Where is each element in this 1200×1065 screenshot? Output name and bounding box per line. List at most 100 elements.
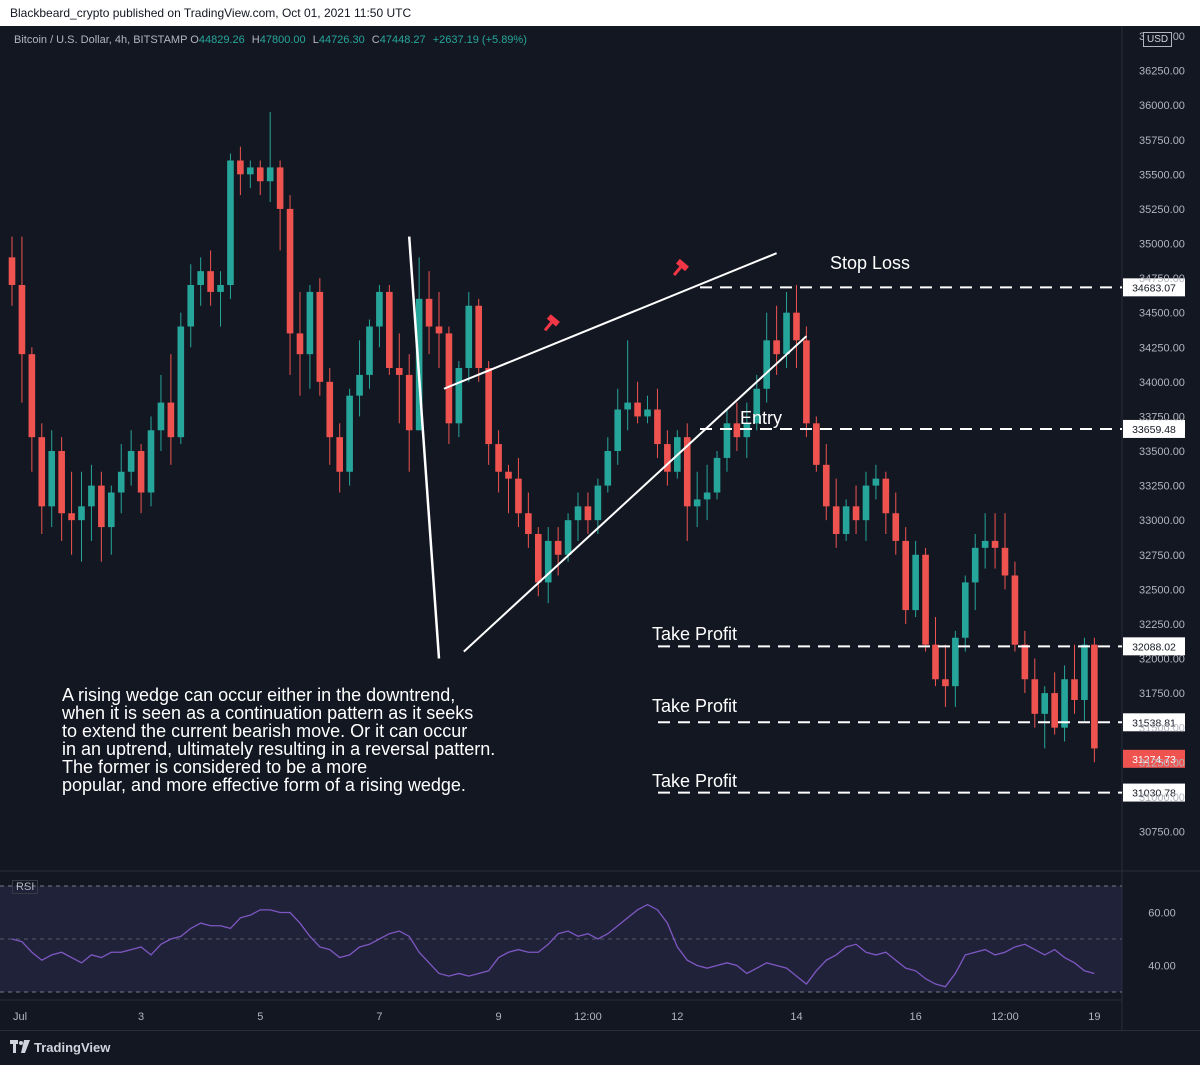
candle-body [644, 409, 651, 417]
candle-body [634, 402, 641, 417]
annotation-text: A rising wedge can occur either in the d… [62, 686, 622, 794]
publication-header: Blackbeard_crypto published on TradingVi… [0, 0, 1200, 26]
candle-body [654, 409, 661, 445]
drawings-group [407, 236, 808, 659]
candle-body [117, 471, 125, 493]
price-tick-label: 33500.00 [1139, 446, 1185, 458]
marker-handle [543, 321, 553, 332]
candle-body [207, 271, 214, 292]
candle-body [1011, 575, 1019, 645]
wedge-upper-line [443, 252, 777, 390]
price-tick-label: 31250.00 [1139, 757, 1185, 769]
stop-loss-label: Stop Loss [830, 253, 911, 273]
price-tick-label: 36250.00 [1139, 66, 1185, 78]
rejection-marker-icon [543, 314, 560, 332]
price-tick-label: 34500.00 [1139, 308, 1185, 320]
candle-body [971, 547, 979, 583]
candle-body [783, 312, 790, 355]
candle-body [147, 430, 155, 493]
candle-body [405, 374, 413, 431]
candle-body [495, 444, 502, 472]
candle-body [664, 444, 671, 472]
candle-body [584, 506, 592, 521]
candle-body [356, 374, 363, 396]
marker-head [675, 258, 689, 272]
price-tick-label: 31000.00 [1139, 792, 1185, 804]
candle-body [435, 326, 443, 334]
candle-body [961, 582, 969, 638]
candles-group [8, 112, 1098, 763]
price-tick-label: 35750.00 [1139, 135, 1185, 147]
candle-body [594, 485, 602, 521]
marker-head [546, 314, 560, 327]
high-key: H [251, 34, 260, 46]
price-tick-label: 33250.00 [1139, 481, 1185, 493]
candle-body [723, 423, 731, 458]
candle-body [803, 340, 810, 424]
candle-body [544, 540, 552, 583]
candle-body [862, 485, 870, 521]
candle-body [266, 167, 274, 182]
candle-body [892, 513, 900, 541]
tradingview-logo-icon[interactable] [10, 1040, 30, 1054]
price-axis[interactable]: 36500.0036250.0036000.0035750.0035500.00… [1139, 31, 1185, 838]
currency-badge[interactable]: USD [1143, 32, 1173, 47]
time-tick-label: 12:00 [991, 1011, 1019, 1023]
candle-body [991, 540, 999, 548]
price-tick-label: 32000.00 [1139, 654, 1185, 666]
candle-body [8, 257, 16, 285]
symbol-legend: Bitcoin / U.S. Dollar, 4h, BITSTAMP O448… [14, 34, 527, 46]
high-value: 47800.00 [259, 34, 306, 46]
take-profit-label-3: Take Profit [652, 771, 738, 791]
annotation-line: when it is seen as a continuation patter… [62, 703, 474, 723]
price-tick-label: 35250.00 [1139, 204, 1185, 216]
price-tick-label: 32750.00 [1139, 550, 1185, 562]
candle-body [753, 388, 761, 424]
candle-body [912, 554, 919, 611]
rsi-title[interactable]: RSI [12, 880, 39, 894]
footer-brand[interactable]: TradingView [34, 1040, 111, 1055]
take-profit-label-1: Take Profit [652, 624, 738, 644]
candle-body [237, 160, 244, 175]
candle-body [256, 167, 264, 182]
candle-body [842, 506, 850, 534]
close-key: C [371, 34, 380, 46]
rsi-axis: 60.00 40.00 [1148, 908, 1176, 973]
rsi-tick-label: 40.00 [1148, 961, 1176, 973]
candle-body [157, 402, 165, 431]
candle-body [763, 340, 770, 389]
levels-group: 34683.07 33659.48 32088.02 31538.81 31030.78… [658, 278, 1185, 802]
annotation-line: A rising wedge can occur either in the d… [62, 685, 456, 705]
candle-body [942, 679, 949, 687]
candle-body [1081, 644, 1088, 700]
candle-body [78, 506, 85, 521]
change-value: +2637.19 (+5.89%) [432, 34, 527, 46]
last-price-tag [1123, 749, 1185, 768]
candle-body [1031, 679, 1039, 714]
annotation-line: popular, and more effective form of a ri… [62, 775, 466, 795]
time-tick-label: 19 [1088, 1011, 1100, 1023]
candle-body [981, 540, 989, 548]
candle-body [515, 478, 522, 514]
candle-body [167, 402, 175, 438]
candle-body [48, 451, 56, 507]
open-value: 44829.26 [198, 34, 245, 46]
candle-body [346, 395, 353, 472]
time-axis[interactable]: Jul 3 5 7 9 12:00 12 14 16 12:00 19 [13, 1011, 1101, 1023]
price-tick-label: 31750.00 [1139, 688, 1185, 700]
candle-body [1061, 679, 1068, 728]
candle-body [108, 492, 115, 528]
candle-body [28, 354, 36, 438]
chart-panel[interactable]: 34683.07 33659.48 32088.02 31538.81 31030.78… [0, 26, 1200, 1030]
candle-body [88, 485, 95, 507]
candle-body [326, 381, 334, 438]
candle-body [98, 485, 105, 528]
candle-body [177, 326, 185, 438]
candle-body [773, 340, 780, 355]
price-chart-svg[interactable]: 34683.07 33659.48 32088.02 31538.81 31030.78… [0, 26, 1200, 1030]
candle-body [485, 368, 492, 445]
candle-body [534, 534, 542, 583]
time-tick-label: 12 [671, 1011, 683, 1023]
price-tick-label: 31500.00 [1139, 723, 1185, 735]
